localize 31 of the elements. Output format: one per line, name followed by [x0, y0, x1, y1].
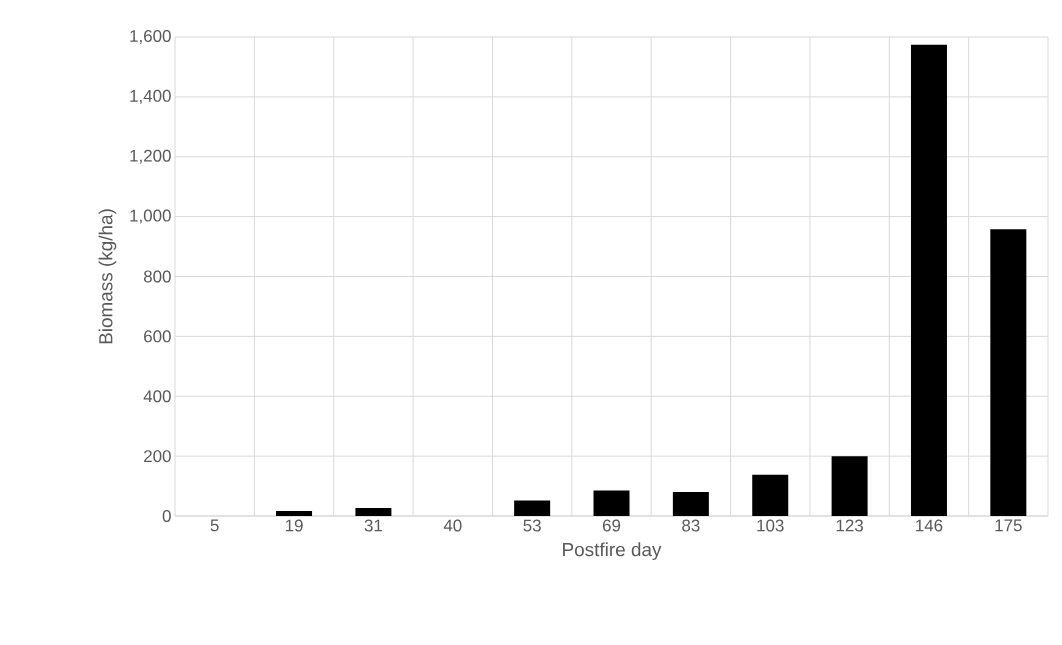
y-tick-label: 1,400 [130, 89, 171, 104]
bar [910, 44, 947, 516]
y-tick-label: 800 [143, 270, 171, 283]
bar [276, 510, 313, 516]
bar [514, 500, 551, 516]
y-tick-label: 0 [162, 510, 171, 522]
x-axis-title: Postfire day [563, 542, 662, 560]
bar [990, 229, 1027, 516]
bar [752, 474, 789, 516]
x-tick-label: 123 [836, 519, 863, 532]
x-tick-label: 175 [995, 519, 1022, 532]
x-tick-label: 19 [285, 519, 303, 532]
y-axis-title: Biomass (kg/ha) [98, 209, 117, 344]
bar [593, 490, 630, 516]
y-tick-label: 1,600 [130, 29, 171, 44]
y-tick-label: 600 [144, 330, 171, 343]
x-tick-label: 69 [602, 519, 621, 532]
x-tick-label: 103 [757, 519, 784, 532]
y-tick-label: 1,200 [130, 149, 171, 164]
x-tick-label: 53 [523, 519, 541, 532]
y-tick-label: 400 [143, 390, 171, 403]
y-tick-label: 200 [144, 450, 171, 463]
x-tick-label: 40 [443, 519, 462, 532]
x-tick-label: 146 [916, 519, 943, 532]
x-tick-label: 5 [210, 519, 219, 532]
x-tick-label: 83 [682, 519, 700, 532]
bar [355, 507, 392, 516]
y-tick-label: 1,000 [130, 209, 171, 224]
x-tick-label: 31 [364, 519, 382, 532]
bar [672, 492, 709, 516]
bar [831, 456, 868, 516]
